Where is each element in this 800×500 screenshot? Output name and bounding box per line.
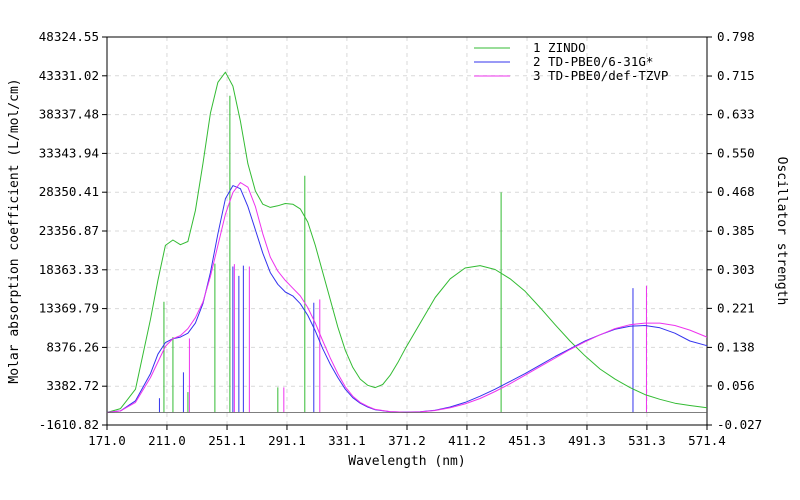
y-tick-label: 43331.02 — [39, 68, 99, 83]
series-line — [106, 185, 708, 413]
legend-label: 1 ZINDO — [533, 40, 586, 55]
x-tick-label: 331.1 — [328, 433, 366, 448]
legend-label: 2 TD-PBE0/6-31G* — [533, 54, 653, 69]
series-line — [106, 182, 708, 413]
y2-tick-label: 0.138 — [717, 339, 755, 354]
legend-label: 3 TD-PBE0/def-TZVP — [533, 68, 668, 83]
x-tick-label: 211.0 — [148, 433, 186, 448]
y-axis-title: Molar absorption coefficient (L/mol/cm) — [7, 78, 22, 383]
y-tick-label: 13369.79 — [39, 301, 99, 316]
grid-lines — [107, 37, 707, 425]
y2-tick-label: 0.715 — [717, 68, 755, 83]
y2-axis-title: Oscillator strength — [774, 157, 789, 306]
y-tick-label: 3382.72 — [46, 378, 99, 393]
y-tick-label: 8376.26 — [46, 339, 99, 354]
y-tick-label: 33343.94 — [39, 145, 99, 160]
y2-tick-label: 0.385 — [717, 223, 755, 238]
y2-tick-label: 0.468 — [717, 184, 755, 199]
x-tick-label: 171.0 — [88, 433, 126, 448]
x-tick-label: 371.2 — [388, 433, 426, 448]
y2-tick-label: 0.798 — [717, 29, 755, 44]
series-line — [106, 71, 708, 413]
y-tick-label: 38337.48 — [39, 107, 99, 122]
x-tick-label: 491.3 — [568, 433, 606, 448]
x-tick-label: 571.4 — [688, 433, 726, 448]
y-tick-label: 23356.87 — [39, 223, 99, 238]
y-tick-label: -1610.82 — [39, 417, 99, 432]
axes: 171.0 211.0 251.1 291.1 331.1 371.2 411.2 451.3… — [39, 29, 762, 448]
x-axis-title: Wavelength (nm) — [348, 454, 465, 469]
x-tick-label: 291.1 — [268, 433, 306, 448]
y2-tick-label: -0.027 — [717, 417, 762, 432]
spectrum-curves — [106, 71, 708, 413]
y2-tick-label: 0.056 — [717, 378, 755, 393]
y-tick-label: 18363.33 — [39, 262, 99, 277]
y2-tick-label: 0.221 — [717, 300, 755, 315]
oscillator-sticks — [158, 95, 647, 413]
x-tick-label: 411.2 — [448, 433, 486, 448]
x-tick-label: 451.3 — [508, 433, 546, 448]
y2-tick-label: 0.303 — [717, 262, 755, 277]
y-tick-label: 48324.55 — [39, 29, 99, 44]
x-tick-label: 531.3 — [628, 433, 666, 448]
y-tick-label: 28350.41 — [39, 184, 99, 199]
y2-tick-label: 0.633 — [717, 107, 755, 122]
y2-tick-label: 0.550 — [717, 146, 755, 161]
x-tick-label: 251.1 — [208, 433, 246, 448]
